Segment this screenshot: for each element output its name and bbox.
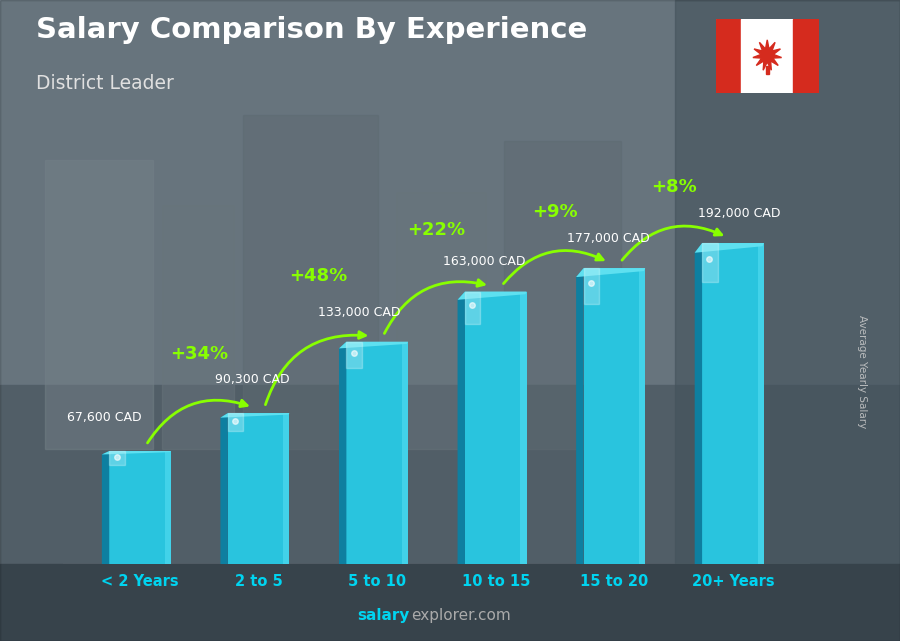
Polygon shape <box>576 268 645 277</box>
Bar <box>793 19 819 93</box>
Bar <box>465 292 526 564</box>
Text: 177,000 CAD: 177,000 CAD <box>567 232 650 245</box>
Bar <box>243 115 378 449</box>
Bar <box>228 413 243 431</box>
Bar <box>766 65 769 74</box>
Text: explorer.com: explorer.com <box>411 608 511 623</box>
Bar <box>0 564 900 641</box>
Bar <box>284 413 290 564</box>
Text: 192,000 CAD: 192,000 CAD <box>698 207 780 220</box>
Text: 90,300 CAD: 90,300 CAD <box>215 373 290 386</box>
Bar <box>45 160 153 449</box>
Polygon shape <box>457 292 465 564</box>
Text: Average Yearly Salary: Average Yearly Salary <box>857 315 868 428</box>
Bar <box>702 243 764 564</box>
Bar <box>402 342 408 564</box>
Bar <box>639 268 645 564</box>
Polygon shape <box>339 342 346 564</box>
Bar <box>465 292 481 324</box>
Polygon shape <box>695 243 764 253</box>
Text: 133,000 CAD: 133,000 CAD <box>319 306 400 319</box>
Bar <box>109 451 125 465</box>
Bar <box>504 141 621 449</box>
Bar <box>165 451 171 564</box>
Polygon shape <box>102 451 109 564</box>
Polygon shape <box>220 413 228 564</box>
Text: 67,600 CAD: 67,600 CAD <box>68 411 142 424</box>
Bar <box>742 19 793 93</box>
Polygon shape <box>753 40 781 71</box>
Text: +34%: +34% <box>170 345 229 363</box>
Polygon shape <box>457 292 526 300</box>
Polygon shape <box>339 342 408 348</box>
Bar <box>0 0 900 385</box>
Bar <box>346 342 408 564</box>
Text: +9%: +9% <box>532 203 578 221</box>
Bar <box>675 0 900 641</box>
Text: +8%: +8% <box>651 178 697 196</box>
Bar <box>109 451 171 564</box>
Text: salary: salary <box>357 608 410 623</box>
Text: 163,000 CAD: 163,000 CAD <box>443 256 526 269</box>
Text: Salary Comparison By Experience: Salary Comparison By Experience <box>36 16 587 44</box>
Bar <box>346 342 362 369</box>
Bar <box>716 19 742 93</box>
Text: +22%: +22% <box>408 221 465 239</box>
Bar <box>758 243 764 564</box>
Polygon shape <box>102 451 171 454</box>
Bar <box>520 292 526 564</box>
Polygon shape <box>576 268 583 564</box>
Polygon shape <box>220 413 290 418</box>
Bar <box>0 385 900 641</box>
Bar <box>702 243 717 281</box>
Bar <box>583 268 599 304</box>
Text: District Leader: District Leader <box>36 74 174 93</box>
Bar <box>583 268 645 564</box>
Text: +48%: +48% <box>289 267 347 285</box>
Bar <box>228 413 290 564</box>
Polygon shape <box>695 243 702 564</box>
Bar <box>396 192 486 449</box>
Bar <box>162 205 234 449</box>
